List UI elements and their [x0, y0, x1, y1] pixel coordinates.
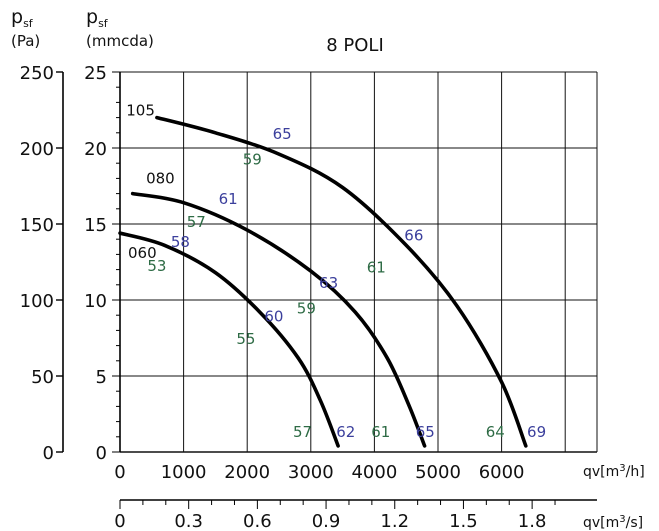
- x-axis-primary-tick-label: 5000: [415, 462, 461, 483]
- x-axis-secondary-label-base: qv[m: [583, 515, 619, 531]
- right-axis-tick-label: 15: [84, 215, 107, 236]
- curve-060: [118, 231, 340, 448]
- annotation-blue: 61: [219, 190, 238, 208]
- x-axis-primary-tick-label: 4000: [351, 462, 397, 483]
- annotation-blue: 65: [416, 423, 435, 441]
- grid: [120, 71, 598, 453]
- x-axis-secondary-tick-label: 0.6: [243, 511, 272, 531]
- right-axis-tick-label: 20: [84, 139, 107, 160]
- annotation-green: 55: [236, 330, 255, 348]
- x-axis-secondary-label-sup: 3: [619, 514, 625, 525]
- x-axis-secondary-tick-label: 0.3: [174, 511, 203, 531]
- x-axis-primary-tick-label: 2000: [224, 462, 270, 483]
- annotation-green: 57: [187, 213, 206, 231]
- x-axis-secondary-tick-label: 1.5: [449, 511, 478, 531]
- x-axis-secondary-tick-label: 1.2: [380, 511, 409, 531]
- x-axis-primary-tick-label: 1000: [161, 462, 207, 483]
- x-axis-secondary-tick-label: 0.9: [312, 511, 341, 531]
- left-axis-tick-label: 150: [20, 215, 54, 236]
- left-axis-tick-label: 100: [20, 291, 54, 312]
- left-axis-label-sub: sf: [23, 17, 34, 30]
- left-axis-tick-label: 0: [43, 443, 54, 464]
- annotation-blue: 63: [319, 274, 338, 292]
- chart-title: 8 POLI: [326, 35, 384, 56]
- annotation-green: 59: [297, 300, 316, 318]
- annotation-green: 64: [486, 423, 505, 441]
- annotation-blue: 66: [404, 227, 423, 245]
- x-axis-primary-tick-label: 6000: [479, 462, 525, 483]
- right-axis-tick-label: 25: [84, 63, 107, 84]
- x-axis-secondary-tick-label: 1.8: [518, 511, 547, 531]
- annotation-blue: 58: [171, 233, 190, 251]
- x-axis-primary-label-sup: 3: [619, 463, 625, 474]
- right-axis-label-main: p: [86, 6, 98, 28]
- annotation-green: 53: [147, 257, 166, 275]
- curve-105: [155, 115, 528, 448]
- left-axis-tick-label: 50: [31, 367, 54, 388]
- left-axis-tick-label: 200: [20, 139, 54, 160]
- right-axis-tick-label: 10: [84, 291, 107, 312]
- curves: 105 080 060: [118, 102, 528, 448]
- x-axis-secondary-label-end: /s]: [626, 515, 643, 531]
- x-axis-primary-label-base: qv[m: [583, 464, 619, 480]
- right-axis-label-sub: sf: [98, 17, 109, 30]
- curve-name-060: 060: [128, 244, 157, 262]
- x-axis-primary-label: qv[m3/h]: [583, 463, 645, 480]
- left-axis-label-main: p: [11, 6, 23, 28]
- annotation-blue: 69: [527, 423, 546, 441]
- left-axis-label: psf: [11, 6, 34, 30]
- right-axis-label: psf: [86, 6, 109, 30]
- curve-080: [130, 191, 427, 448]
- annotation-blue: 65: [273, 125, 292, 143]
- curve-name-080: 080: [146, 170, 175, 188]
- right-axis-tick-label: 5: [96, 367, 107, 388]
- annotation-green: 61: [371, 423, 390, 441]
- annotation-blue: 60: [264, 307, 283, 325]
- x-axis-secondary-tick-label: 0: [114, 511, 125, 531]
- x-axis-primary-tick-label: 3000: [288, 462, 334, 483]
- right-axis-unit: (mmcda): [86, 32, 154, 50]
- x-axis-primary-label-end: /h]: [626, 464, 645, 480]
- annotation-green: 61: [367, 259, 386, 277]
- curve-name-105: 105: [126, 102, 155, 120]
- left-axis-unit: (Pa): [11, 32, 40, 50]
- x-axis-primary-tick-label: 0: [114, 462, 125, 483]
- annotation-green: 59: [243, 151, 262, 169]
- right-axis-tick-label: 0: [96, 443, 107, 464]
- left-axis-tick-label: 250: [20, 63, 54, 84]
- annotation-green: 57: [293, 423, 312, 441]
- x-axis-secondary-label: qv[m3/s]: [583, 514, 643, 531]
- annotation-blue: 62: [336, 423, 355, 441]
